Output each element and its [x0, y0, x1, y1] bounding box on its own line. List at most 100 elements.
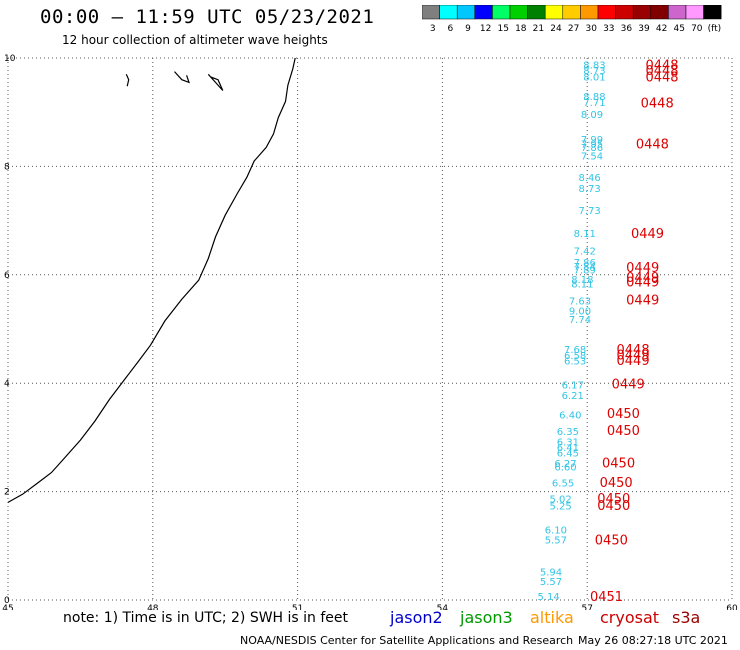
- wave-height-label: 7.71: [583, 98, 605, 109]
- time-label: 0450: [602, 456, 635, 471]
- wave-height-label: 7.84: [574, 262, 596, 273]
- wave-height-label: 7.54: [581, 152, 603, 163]
- time-label: 0448: [645, 64, 678, 79]
- wave-height-label: 7.86: [581, 143, 603, 154]
- colorbar-swatch: [703, 5, 722, 20]
- colorbar-tick-label: 45: [673, 24, 684, 33]
- wave-height-label: 5.57: [545, 535, 567, 546]
- satellite-altika: altika: [530, 608, 574, 627]
- wave-height-label: 6.58: [564, 351, 586, 362]
- time-label: 0450: [607, 407, 640, 422]
- wave-height-label: 8.73: [578, 184, 600, 195]
- time-label: 0450: [597, 499, 630, 514]
- time-label: 0449: [626, 271, 659, 286]
- time-label: 0448: [641, 96, 674, 111]
- time-label: 0449: [617, 348, 650, 363]
- wave-height-label: 7.68: [564, 345, 586, 356]
- colorbar-tick-label: (ft): [708, 24, 722, 33]
- satellite-jason2: jason2: [390, 608, 443, 627]
- wave-height-label: 8.88: [583, 92, 605, 103]
- wave-height-label: 8.11: [571, 279, 593, 290]
- wave-height-label: 8.01: [583, 72, 605, 83]
- colorbar-tick-label: 3: [430, 24, 436, 33]
- footer-timestamp: May 26 08:27:18 UTC 2021: [578, 634, 728, 647]
- wave-height-label: 7.42: [574, 246, 596, 257]
- colorbar-tick-label: 15: [497, 24, 508, 33]
- wave-height-label: 7.86: [574, 258, 596, 269]
- time-label: 0449: [626, 261, 659, 276]
- colorbar-tick-label: 42: [656, 24, 667, 33]
- wave-height-label: 6.27: [554, 459, 576, 470]
- wave-height-label: 8.83: [583, 61, 605, 72]
- x-tick-label: 45: [2, 604, 13, 610]
- altimeter-map: 45 48 51 54 57 6002468108.838.738.018.887.718…: [2, 54, 738, 610]
- time-label: 0448: [636, 138, 669, 153]
- y-tick-label: 4: [4, 379, 10, 389]
- wave-height-label: 6.60: [554, 463, 576, 474]
- footer-credit: NOAA/NESDIS Center for Satellite Applica…: [240, 634, 574, 647]
- time-label: 0450: [595, 533, 628, 548]
- y-tick-label: 2: [4, 488, 10, 498]
- colorbar-tick-label: 70: [691, 24, 703, 33]
- time-label: 0449: [631, 227, 664, 242]
- wave-height-label: 7.95: [581, 140, 603, 151]
- x-tick-label: 48: [147, 604, 159, 610]
- wave-height-label: 7.89: [574, 265, 596, 276]
- time-label: 0450: [600, 476, 633, 491]
- colorbar-tick-label: 6: [448, 24, 454, 33]
- wave-height-label: 8.73: [583, 66, 605, 77]
- wave-height-label: 7.74: [569, 315, 591, 326]
- wave-height-label: 6.40: [559, 411, 581, 422]
- colorbar-tick-label: 30: [585, 24, 597, 33]
- y-tick-label: 0: [4, 596, 10, 606]
- wave-height-label: 9.00: [569, 307, 591, 318]
- y-tick-label: 10: [4, 54, 16, 64]
- island-outline: [174, 71, 190, 84]
- wave-height-label: 5.57: [540, 577, 562, 588]
- x-tick-label: 57: [581, 604, 592, 610]
- time-label: 0449: [617, 354, 650, 369]
- wave-height-label: 8.11: [574, 229, 596, 240]
- island-outline: [125, 74, 130, 87]
- time-label: 0449: [612, 378, 645, 393]
- wave-height-label: 5.25: [550, 502, 572, 513]
- time-label: 0449: [626, 275, 659, 290]
- colorbar-tick-label: 12: [480, 24, 491, 33]
- wave-height-label: 6.10: [545, 526, 567, 537]
- wave-height-label: 6.45: [557, 449, 579, 460]
- colorbar-tick-label: 9: [465, 24, 471, 33]
- wave-height-label: 7.99: [581, 135, 603, 146]
- colorbar-tick-label: 24: [550, 24, 562, 33]
- wave-height-label: 6.41: [557, 443, 579, 454]
- wave-height-label: 6.55: [552, 478, 574, 489]
- y-tick-label: 8: [4, 162, 10, 172]
- time-label: 0449: [626, 294, 659, 309]
- x-tick-label: 60: [726, 604, 738, 610]
- coastline: [7, 57, 296, 503]
- wave-height-label: 6.53: [564, 356, 586, 367]
- units-note: note: 1) Time is in UTC; 2) SWH is in fe…: [63, 610, 349, 626]
- colorbar-tick-label: 33: [603, 24, 614, 33]
- time-label: 0450: [597, 492, 630, 507]
- wave-height-label: 6.17: [562, 380, 584, 391]
- x-tick-label: 54: [437, 604, 449, 610]
- wave-height-label: 5.94: [540, 567, 562, 578]
- wave-height-label: 7.73: [578, 206, 600, 217]
- wave-height-label: 6.35: [557, 427, 579, 438]
- wave-height-label: 8.46: [578, 173, 600, 184]
- wave-height-label: 7.63: [569, 296, 591, 307]
- island-outline: [207, 73, 224, 91]
- colorbar-tick-label: 21: [533, 24, 544, 33]
- time-label: 0448: [645, 59, 678, 74]
- colorbar-legend: 3 6 9 12 15 18 21 24 27 30 33 36 39 42 45 70 (ft): [422, 5, 722, 33]
- time-label: 0448: [645, 70, 678, 85]
- colorbar-tick-label: 27: [568, 24, 579, 33]
- x-tick-label: 51: [292, 604, 303, 610]
- colorbar-tick-label: 36: [621, 24, 633, 33]
- colorbar-tick-label: 39: [638, 24, 650, 33]
- y-tick-label: 6: [4, 271, 10, 281]
- time-label: 0451: [590, 590, 623, 605]
- wave-height-label: 8.18: [571, 275, 593, 286]
- satellite-cryosat: cryosat: [600, 608, 660, 627]
- map-title: 00:00 — 11:59 UTC 05/23/2021: [40, 6, 375, 28]
